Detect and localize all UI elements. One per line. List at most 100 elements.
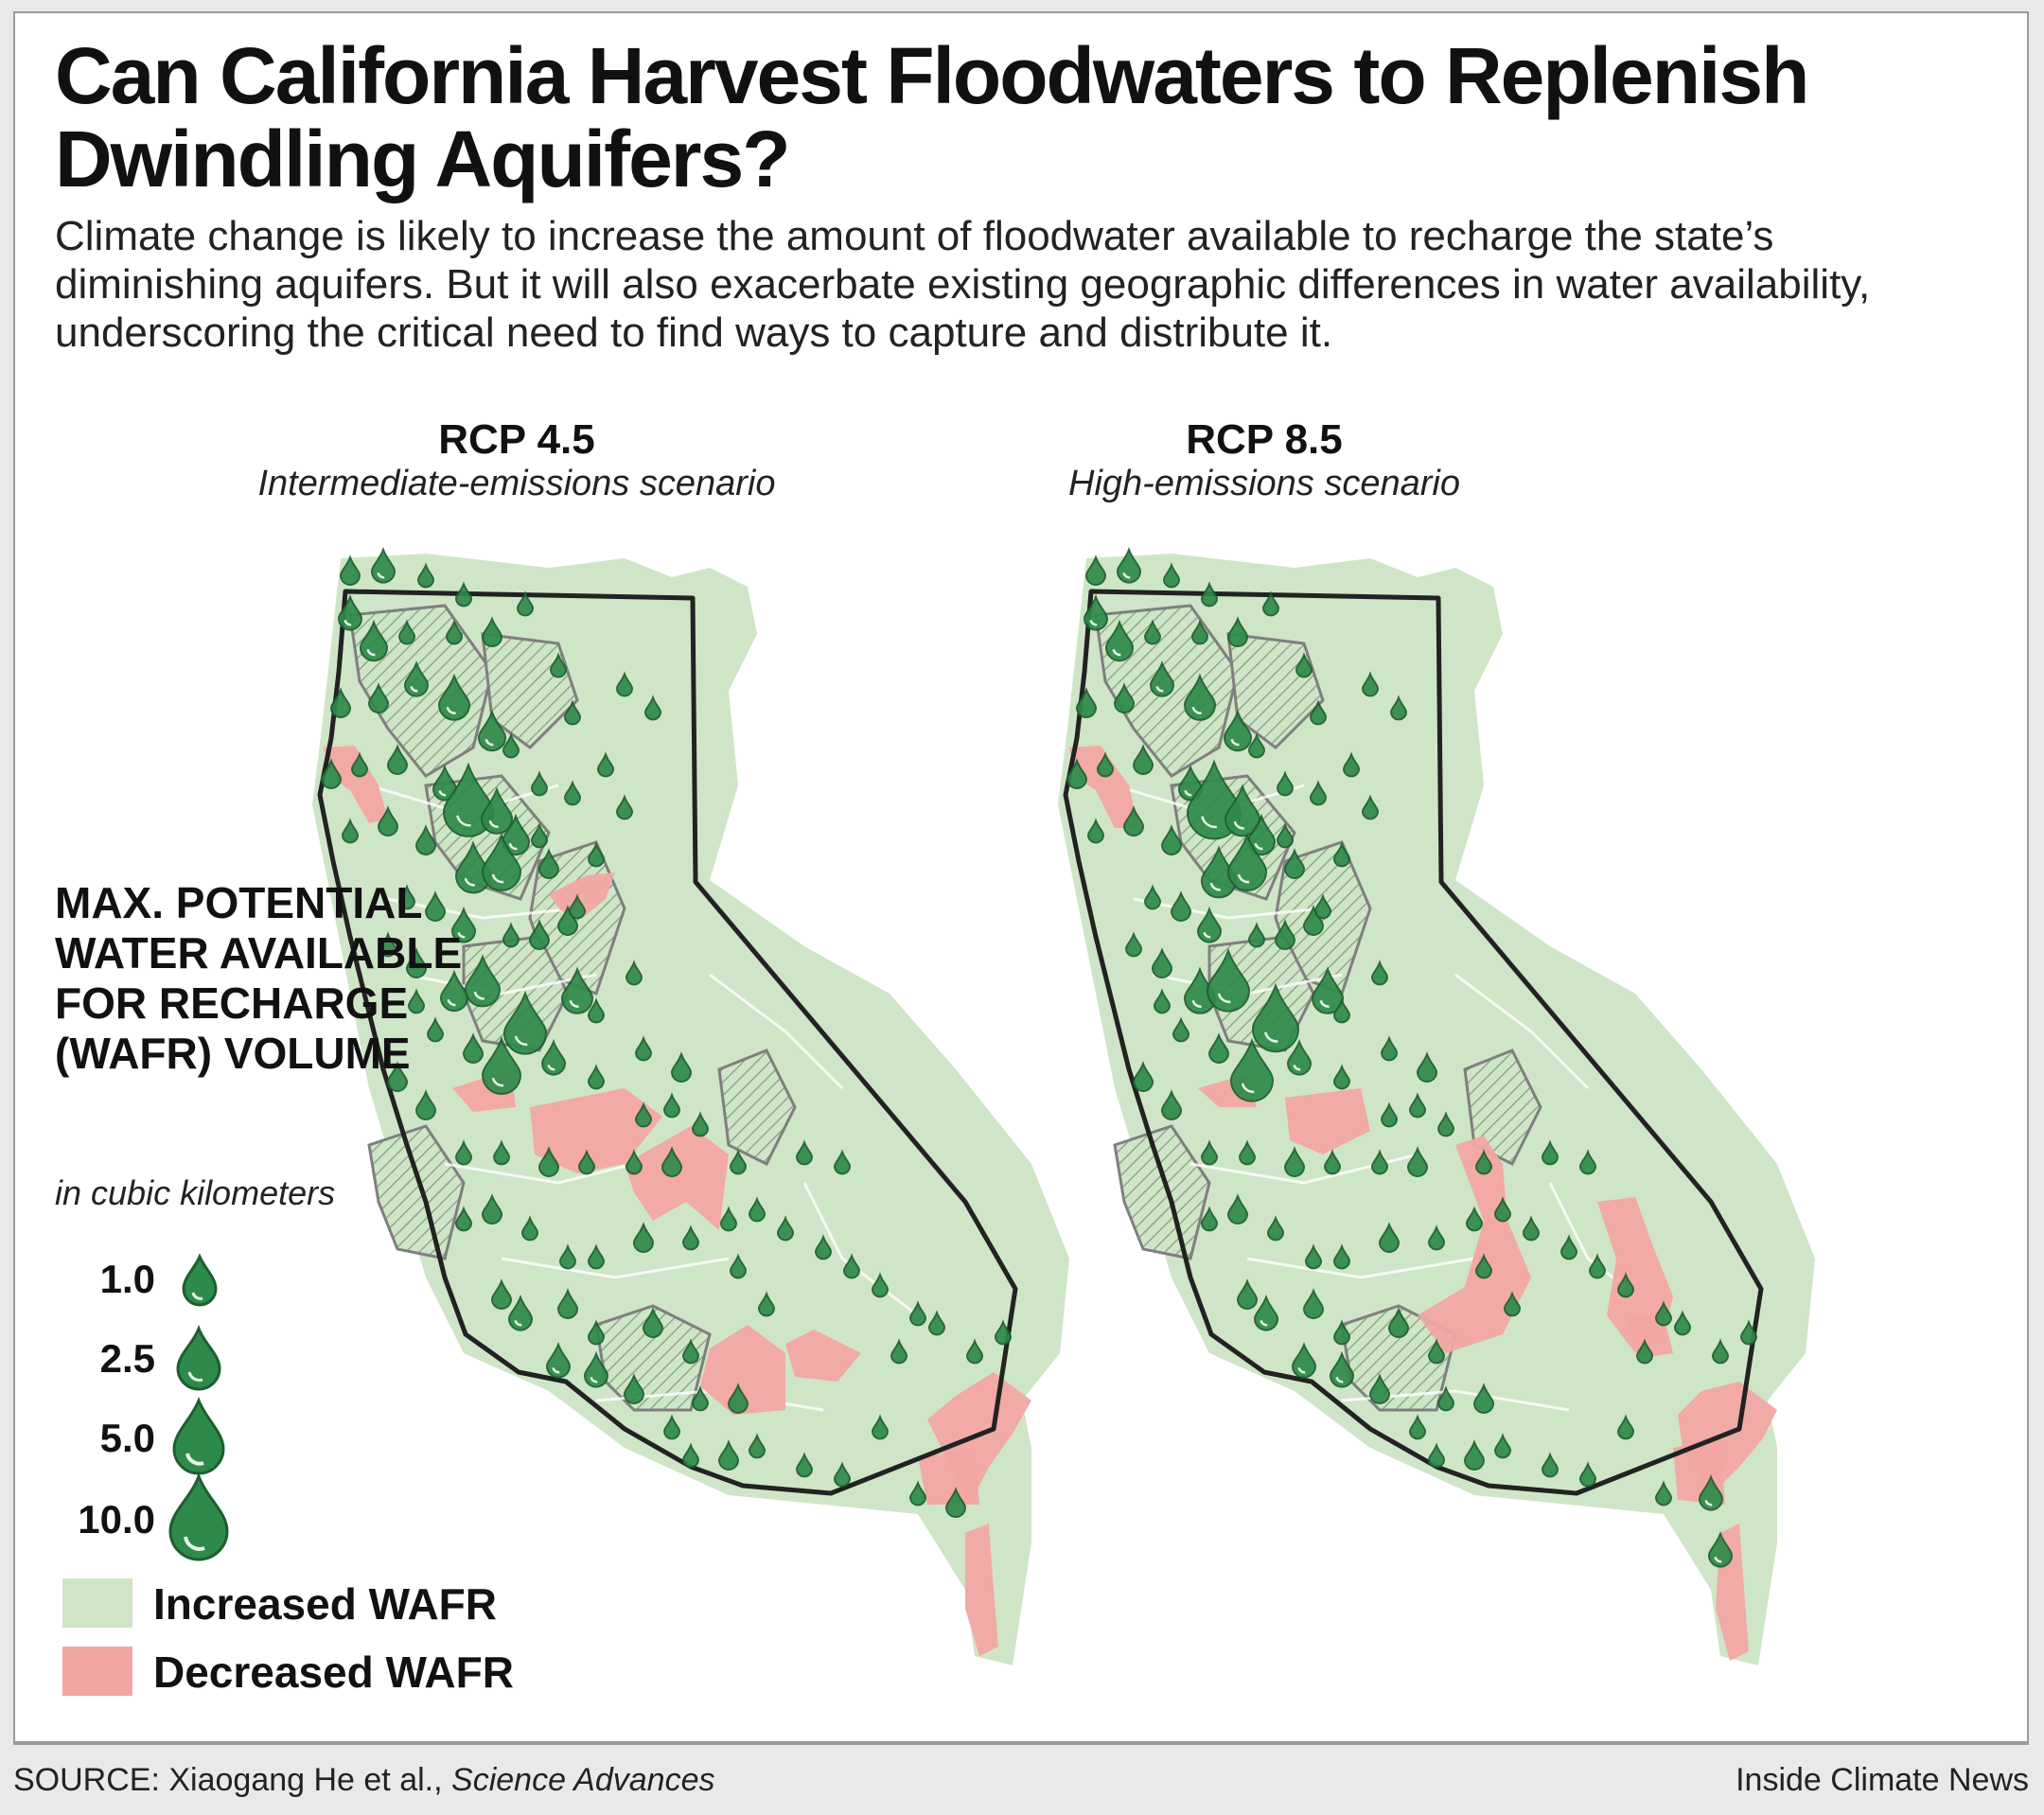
recharge-drop <box>1370 960 1389 986</box>
source-journal: Science Advances <box>451 1762 715 1798</box>
recharge-drop <box>1276 770 1295 797</box>
drop-highlight <box>1201 816 1217 829</box>
drop-highlight <box>1714 1556 1722 1563</box>
headline: Can California Harvest Floodwaters to Re… <box>55 31 1809 203</box>
decreased-area <box>1285 1088 1370 1154</box>
recharge-drop <box>842 1253 861 1279</box>
recharge-drop <box>577 1149 596 1175</box>
drop-highlight <box>485 738 494 747</box>
recharge-drop <box>1465 1206 1484 1232</box>
decreased-area <box>1418 1136 1531 1353</box>
recharge-drop <box>1200 581 1219 608</box>
watershed-line <box>709 973 844 1090</box>
decreased-area <box>324 746 388 823</box>
recharge-drop <box>563 699 582 726</box>
recharge-drop <box>1113 682 1136 714</box>
recharge-drop <box>681 1338 700 1365</box>
recharge-drop <box>367 682 390 714</box>
hatched-basin <box>1113 1124 1211 1260</box>
recharge-drop <box>1304 1243 1323 1270</box>
drop-highlight <box>1260 1319 1268 1327</box>
recharge-drop <box>795 1452 814 1478</box>
drop-highlight <box>1122 572 1131 579</box>
recharge-drop <box>481 1036 522 1095</box>
swatch-decreased <box>62 1647 132 1696</box>
recharge-drop <box>1075 687 1098 718</box>
drop-highlight <box>508 842 518 851</box>
recharge-drop <box>1206 947 1251 1013</box>
recharge-drop <box>729 1149 748 1175</box>
decreased-area <box>785 1330 861 1382</box>
drop-icon-large <box>172 1397 225 1475</box>
recharge-drop <box>530 770 549 797</box>
recharge-drop <box>587 841 606 868</box>
recharge-drop <box>1086 818 1105 844</box>
recharge-drop <box>516 590 535 617</box>
recharge-drop <box>1170 890 1192 922</box>
recharge-drop <box>1224 784 1261 837</box>
recharge-drop <box>1311 966 1345 1014</box>
watershed-line <box>501 1257 730 1279</box>
recharge-drop <box>1559 1234 1578 1260</box>
recharge-drop <box>717 1439 740 1471</box>
recharge-drop <box>748 1196 766 1223</box>
drop-highlight <box>1112 648 1121 657</box>
recharge-drop <box>1066 758 1088 789</box>
drop-highlight <box>552 1366 560 1374</box>
drop-highlight <box>1293 1064 1301 1071</box>
hatched-basin <box>367 1124 466 1260</box>
recharge-drop <box>1151 947 1173 978</box>
recharge-drop <box>397 884 416 910</box>
recharge-drop <box>1226 833 1268 891</box>
recharge-drop <box>414 824 437 855</box>
recharge-drop <box>445 619 464 645</box>
recharge-drop <box>1541 1452 1559 1478</box>
recharge-drop <box>661 1146 683 1177</box>
source-line: SOURCE: Xiaogang He et al., Science Adva… <box>13 1762 714 1799</box>
map-subtitle-rcp85: High-emissions scenario <box>1068 464 1460 503</box>
watershed-line <box>1454 973 1590 1090</box>
recharge-drop <box>1427 1225 1446 1251</box>
recharge-drop <box>729 1253 748 1279</box>
recharge-drop <box>1406 1146 1429 1177</box>
decreased-area <box>1626 1315 1673 1358</box>
legend-size-label: 1.0 <box>99 1257 155 1301</box>
recharge-drop <box>1122 805 1145 837</box>
legend-size-label: 5.0 <box>99 1416 155 1460</box>
recharge-drop <box>1236 1278 1259 1310</box>
legend-size-2: 2.5 <box>57 1336 155 1402</box>
drop-highlight <box>438 789 447 797</box>
hatched-basin <box>717 1048 797 1167</box>
recharge-drop <box>596 751 615 778</box>
recharge-drop <box>462 1032 485 1064</box>
legend-title: MAX. POTENTIAL WATER AVAILABLE FOR RECHA… <box>55 878 463 1078</box>
recharge-drop <box>528 919 551 950</box>
legend-size-label: 2.5 <box>99 1336 155 1381</box>
recharge-drop <box>1261 590 1280 617</box>
watershed-line <box>802 1182 919 1317</box>
recharge-drop <box>1229 1037 1275 1102</box>
recharge-drop <box>1132 1061 1154 1092</box>
recharge-drop <box>670 1051 693 1083</box>
recharge-drop <box>424 890 447 922</box>
drop-highlight <box>366 648 376 657</box>
recharge-drop <box>426 1016 445 1043</box>
recharge-drop <box>537 1146 560 1177</box>
drop-icon-medium <box>176 1325 221 1391</box>
recharge-drop <box>530 822 549 849</box>
recharge-drop <box>414 1089 437 1120</box>
watershed-line <box>387 897 578 920</box>
recharge-drop <box>587 997 606 1024</box>
recharge-drop <box>1084 555 1107 586</box>
legend-size-3: 5.0 <box>57 1416 155 1482</box>
recharge-drop <box>1283 1146 1306 1177</box>
california-map-rcp85 <box>1058 546 1815 1665</box>
recharge-drop <box>556 1288 579 1319</box>
decreased-area <box>965 1524 998 1656</box>
recharge-drop <box>727 1383 749 1414</box>
drop-highlight <box>410 685 418 693</box>
state-outline <box>317 589 1018 1496</box>
recharge-drop <box>502 922 520 948</box>
recharge-drop <box>1309 780 1328 806</box>
recharge-drop <box>1295 652 1313 678</box>
